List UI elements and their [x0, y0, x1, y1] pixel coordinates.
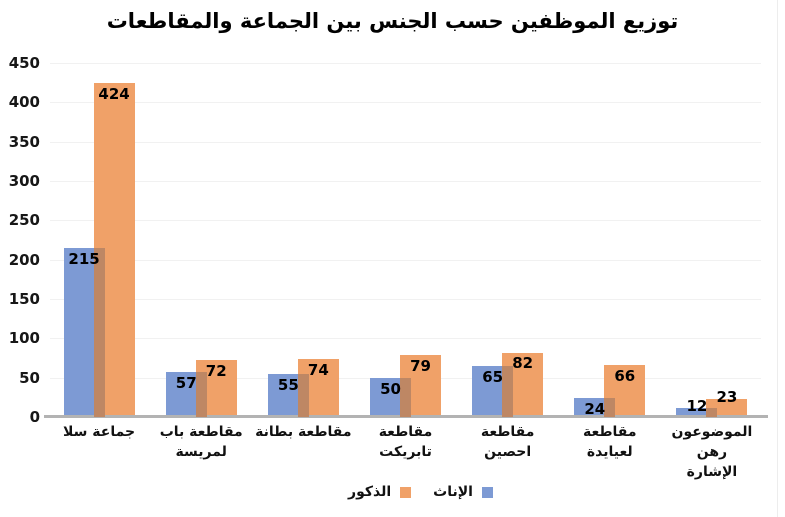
y-axis-tick-label: 350	[8, 132, 40, 151]
bar-value-label: 66	[614, 367, 636, 386]
x-axis-label: مقاطعة باب لمريسة	[159, 424, 243, 460]
y-axis-tick-label: 100	[8, 329, 40, 348]
bar-value-label: 82	[512, 354, 534, 373]
y-axis-tick-label: 450	[8, 54, 40, 72]
legend[interactable]: الذكور الإناث	[0, 484, 785, 500]
y-axis-tick-label: 150	[8, 290, 40, 308]
y-axis-tick-label: 250	[8, 211, 40, 230]
y-axis-tick-label: 300	[8, 172, 40, 190]
bar-overlap	[93, 247, 105, 417]
legend-female-label[interactable]: الإناث	[433, 484, 473, 500]
legend-male-swatch[interactable]	[400, 486, 412, 498]
bar-overlap	[706, 407, 718, 417]
gridline	[50, 181, 761, 182]
bar-value-label: 24	[584, 400, 606, 419]
x-axis-labels: جماعة سلا مقاطعة باب لمريسة مقاطعة بطانة مق…	[48, 422, 763, 480]
bar-overlap	[400, 377, 411, 417]
bar-overlap	[502, 365, 514, 417]
plot-area: 215 424 57 72 55 74 50 79 65 82 24 66 12 23	[48, 63, 763, 417]
y-axis: 0 50 100 150 200 250 300 350 400 450	[0, 54, 40, 426]
x-axis-label: مقاطعة بطانة	[255, 424, 352, 440]
bar-overlap	[297, 373, 309, 417]
x-axis-label: مقاطعة تابريكت	[378, 424, 433, 460]
gridline	[50, 220, 761, 222]
bar-value-label: 55	[277, 375, 299, 394]
gridline	[50, 63, 761, 64]
x-axis-label: جماعة سلا	[63, 424, 136, 440]
gridline	[50, 141, 761, 143]
y-axis-tick-label: 200	[8, 250, 40, 269]
bar-value-label: 424	[98, 85, 130, 104]
bar-value-label: 79	[410, 356, 431, 375]
gridline	[50, 338, 761, 340]
legend-female-swatch[interactable]	[481, 486, 493, 498]
x-axis-label: مقاطعة لعيايدة	[582, 424, 637, 460]
x-axis-label: مقاطعة احصين	[480, 424, 535, 460]
bar-females-6[interactable]	[676, 407, 718, 417]
bar-value-label: 23	[716, 387, 738, 406]
chart-title: توزيع الموظفين حسب الجنس بين الجماعة وال…	[106, 9, 679, 33]
bar-value-label: 12	[686, 396, 708, 415]
gridline	[50, 299, 761, 300]
bar-value-label: 74	[307, 360, 329, 379]
bar-value-label: 50	[380, 379, 401, 398]
bar-value-label: 57	[175, 374, 197, 393]
y-axis-tick-label: 0	[29, 408, 40, 426]
bar-overlap	[195, 372, 207, 417]
gridline	[50, 259, 761, 261]
gridline	[50, 102, 761, 104]
bar-overlap	[604, 398, 616, 417]
x-axis-label: الموضوعون رهن الإشارة	[671, 424, 753, 480]
y-axis-tick-label: 400	[8, 93, 40, 112]
bar-value-label: 65	[482, 367, 504, 386]
chart-frame-border	[777, 0, 778, 517]
y-axis-tick-label: 50	[19, 368, 40, 387]
bar-value-label: 72	[205, 362, 227, 381]
legend-male-label[interactable]: الذكور	[348, 484, 392, 500]
bar-value-label: 215	[68, 249, 100, 268]
